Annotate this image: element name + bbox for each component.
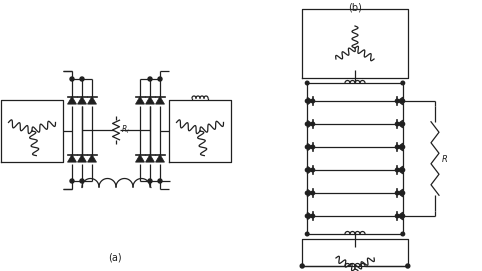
- Circle shape: [401, 168, 404, 172]
- Polygon shape: [135, 154, 145, 162]
- Circle shape: [158, 77, 162, 81]
- Circle shape: [306, 145, 309, 149]
- Circle shape: [401, 81, 404, 85]
- Circle shape: [300, 264, 304, 268]
- Circle shape: [395, 145, 399, 149]
- Polygon shape: [156, 154, 164, 162]
- Polygon shape: [307, 97, 313, 105]
- Polygon shape: [307, 189, 313, 197]
- Circle shape: [401, 191, 404, 195]
- Circle shape: [406, 264, 410, 268]
- Circle shape: [395, 214, 399, 218]
- Circle shape: [148, 179, 152, 183]
- Circle shape: [80, 179, 84, 183]
- Polygon shape: [397, 143, 403, 151]
- Circle shape: [311, 145, 315, 149]
- Circle shape: [158, 179, 162, 183]
- Circle shape: [401, 99, 404, 103]
- Polygon shape: [78, 154, 86, 162]
- Polygon shape: [307, 143, 313, 151]
- Circle shape: [80, 77, 84, 81]
- Circle shape: [148, 77, 152, 81]
- Polygon shape: [88, 96, 96, 104]
- Polygon shape: [135, 96, 145, 104]
- Circle shape: [401, 214, 404, 218]
- Text: $R_i$: $R_i$: [121, 124, 130, 136]
- Polygon shape: [307, 120, 313, 128]
- Polygon shape: [397, 212, 403, 220]
- Circle shape: [306, 81, 309, 85]
- Circle shape: [395, 168, 399, 172]
- Circle shape: [306, 122, 309, 126]
- Circle shape: [306, 214, 309, 218]
- Circle shape: [395, 191, 399, 195]
- Circle shape: [311, 168, 315, 172]
- Polygon shape: [88, 154, 96, 162]
- Circle shape: [306, 191, 309, 195]
- Polygon shape: [397, 120, 403, 128]
- Circle shape: [70, 179, 74, 183]
- Circle shape: [401, 145, 404, 149]
- Polygon shape: [397, 189, 403, 197]
- Circle shape: [311, 191, 315, 195]
- Polygon shape: [397, 166, 403, 174]
- Circle shape: [306, 232, 309, 236]
- Polygon shape: [146, 154, 155, 162]
- Polygon shape: [67, 96, 77, 104]
- Polygon shape: [397, 97, 403, 105]
- Polygon shape: [78, 96, 86, 104]
- Circle shape: [395, 122, 399, 126]
- Circle shape: [70, 77, 74, 81]
- Text: $R$: $R$: [441, 153, 448, 164]
- Circle shape: [306, 99, 309, 103]
- Polygon shape: [307, 212, 313, 220]
- Circle shape: [401, 122, 404, 126]
- Circle shape: [395, 99, 399, 103]
- Polygon shape: [307, 166, 313, 174]
- Text: (a): (a): [108, 253, 122, 263]
- Circle shape: [311, 122, 315, 126]
- Polygon shape: [156, 96, 164, 104]
- Circle shape: [306, 168, 309, 172]
- Polygon shape: [146, 96, 155, 104]
- Circle shape: [311, 214, 315, 218]
- Circle shape: [401, 232, 404, 236]
- Polygon shape: [67, 154, 77, 162]
- Circle shape: [311, 99, 315, 103]
- Text: (b): (b): [348, 3, 362, 13]
